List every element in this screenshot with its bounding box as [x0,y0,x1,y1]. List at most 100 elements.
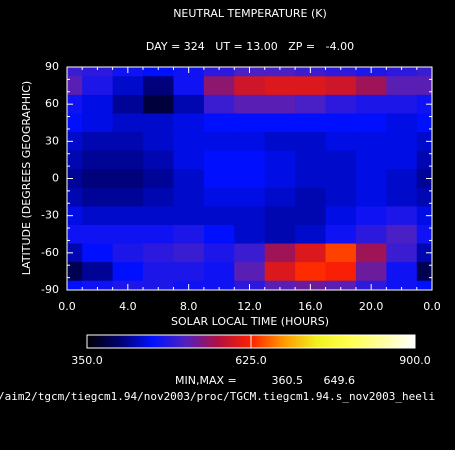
heatmap-cell [203,150,235,170]
heatmap-cell [355,132,387,152]
heatmap-cell [234,94,266,114]
heatmap-cell [203,224,235,245]
heatmap [67,67,432,290]
heatmap-cell [264,243,296,263]
heatmap-cell [386,76,418,96]
heatmap-cell [173,169,205,189]
heatmap-cell [386,243,418,263]
heatmap-cell [295,224,327,245]
heatmap-cell [386,67,418,77]
heatmap-cell [173,243,205,263]
heatmap-cell [264,76,296,96]
heatmap-cell [82,150,114,170]
heatmap-cell [295,243,327,263]
heatmap-cell [295,132,327,152]
heatmap-cell [386,94,418,114]
heatmap-cell [295,94,327,114]
heatmap-cell [355,206,387,226]
heatmap-cell [82,206,114,226]
heatmap-cell [264,67,296,77]
heatmap-cell [355,169,387,189]
heatmap-cell [234,262,266,282]
heatmap-cell [173,187,205,207]
x-tick-label: 12.0 [237,300,262,313]
heatmap-cell [386,113,418,133]
heatmap-cell [386,280,418,290]
heatmap-cell [203,94,235,114]
heatmap-cell [325,224,357,245]
heatmap-cell [416,76,432,96]
heatmap-cell [416,67,432,77]
heatmap-cell [112,262,144,282]
heatmap-cell [416,113,432,133]
heatmap-cell [203,67,235,77]
heatmap-cell [173,262,205,282]
y-tick-label: 60 [45,97,59,110]
heatmap-cell [143,187,174,207]
heatmap-cell [386,206,418,226]
x-tick-label: 16.0 [298,300,323,313]
heatmap-cell [82,224,114,245]
heatmap-cell [325,243,357,263]
heatmap-cell [325,113,357,133]
heatmap-cell [82,243,114,263]
heatmap-cell [143,206,174,226]
heatmap-cell [67,132,83,152]
heatmap-cell [143,94,174,114]
heatmap-cell [67,113,83,133]
heatmap-cell [173,113,205,133]
heatmap-cell [264,262,296,282]
heatmap-cell [143,280,174,290]
heatmap-cell [264,169,296,189]
heatmap-cell [67,67,83,77]
heatmap-cell [355,243,387,263]
heatmap-cell [264,94,296,114]
colorbar-tick-label: 350.0 [71,354,103,367]
heatmap-cell [203,262,235,282]
heatmap-cell [264,113,296,133]
heatmap-cell [295,169,327,189]
y-tick-label: 0 [52,172,59,185]
x-tick-label: 0.0 [423,300,441,313]
heatmap-cell [143,169,174,189]
heatmap-cell [325,94,357,114]
heatmap-cell [295,76,327,96]
heatmap-cell [203,76,235,96]
heatmap-cell [67,224,83,245]
heatmap-cell [112,169,144,189]
heatmap-cell [82,169,114,189]
heatmap-cell [67,262,83,282]
heatmap-cell [143,243,174,263]
heatmap-cell [143,113,174,133]
heatmap-cell [386,169,418,189]
heatmap-cell [203,280,235,290]
heatmap-cell [325,150,357,170]
heatmap-cell [234,132,266,152]
heatmap-cell [264,206,296,226]
chart-subtitle: DAY = 324 UT = 13.00 ZP = -4.00 [146,40,354,53]
heatmap-cell [112,76,144,96]
heatmap-cell [234,169,266,189]
y-axis-label: LATITUDE (DEGREES GEOGRAPHIC) [20,81,33,275]
heatmap-cell [355,262,387,282]
heatmap-cell [386,132,418,152]
heatmap-cell [355,94,387,114]
heatmap-cell [67,280,83,290]
heatmap-cell [67,150,83,170]
heatmap-cell [355,113,387,133]
minmax-label: MIN,MAX = [175,374,237,387]
heatmap-cell [234,224,266,245]
heatmap-cell [264,224,296,245]
colorbar-tick-label: 625.0 [235,354,267,367]
heatmap-cell [325,206,357,226]
heatmap-cell [173,94,205,114]
heatmap-cell [355,150,387,170]
heatmap-cell [173,150,205,170]
heatmap-cell [112,224,144,245]
heatmap-cell [203,206,235,226]
heatmap-cell [264,132,296,152]
heatmap-cell [416,94,432,114]
heatmap-cell [173,224,205,245]
heatmap-cell [234,243,266,263]
